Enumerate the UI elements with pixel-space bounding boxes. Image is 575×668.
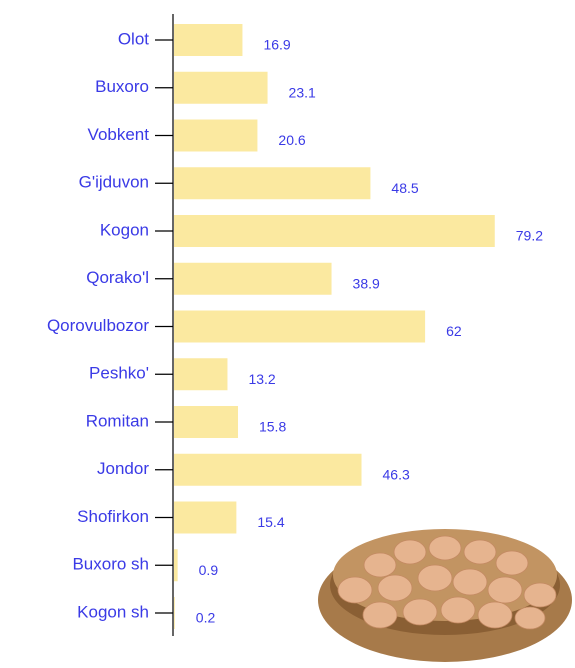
bar bbox=[174, 597, 175, 629]
value-label: 16.9 bbox=[263, 37, 290, 53]
category-label: Peshko' bbox=[89, 364, 149, 383]
value-label: 38.9 bbox=[353, 275, 380, 291]
category-label: Kogon sh bbox=[77, 602, 149, 621]
category-label: Vobkent bbox=[88, 125, 150, 144]
value-label: 46.3 bbox=[383, 466, 410, 482]
value-label: 15.4 bbox=[257, 514, 284, 530]
category-label: Buxoro sh bbox=[72, 555, 149, 574]
bar bbox=[174, 263, 332, 295]
category-label: Jondor bbox=[97, 459, 149, 478]
category-label: Kogon bbox=[100, 220, 149, 239]
value-label: 15.8 bbox=[259, 419, 286, 435]
egg-basket-illustration bbox=[315, 528, 575, 668]
bar bbox=[174, 502, 236, 534]
bar bbox=[174, 215, 495, 247]
bar bbox=[174, 358, 227, 390]
bar bbox=[174, 167, 370, 199]
category-label: Qorovulbozor bbox=[47, 316, 149, 335]
bar bbox=[174, 120, 257, 152]
value-label: 48.5 bbox=[391, 180, 418, 196]
value-label: 62 bbox=[446, 323, 462, 339]
value-label: 0.9 bbox=[199, 562, 219, 578]
bar bbox=[174, 24, 242, 56]
category-label: Qorako'l bbox=[86, 268, 149, 287]
bar bbox=[174, 311, 425, 343]
value-label: 23.1 bbox=[289, 84, 316, 100]
category-label: Romitan bbox=[86, 411, 149, 430]
page: Olot 16.9 Buxoro 23.1 Vobkent 20.6 G'ijduvon 48… bbox=[0, 0, 575, 668]
value-label: 20.6 bbox=[278, 132, 305, 148]
bar bbox=[174, 549, 178, 581]
bar bbox=[174, 72, 268, 104]
bar bbox=[174, 406, 238, 438]
category-label: Shofirkon bbox=[77, 507, 149, 526]
category-label: Buxoro bbox=[95, 77, 149, 96]
value-label: 0.2 bbox=[196, 610, 216, 626]
chart: Olot 16.9 Buxoro 23.1 Vobkent 20.6 G'ijduvon 48… bbox=[0, 0, 575, 668]
category-label: Olot bbox=[118, 29, 149, 48]
category-label: G'ijduvon bbox=[79, 173, 149, 192]
value-label: 79.2 bbox=[516, 228, 543, 244]
value-label: 13.2 bbox=[248, 371, 275, 387]
bar bbox=[174, 454, 362, 486]
